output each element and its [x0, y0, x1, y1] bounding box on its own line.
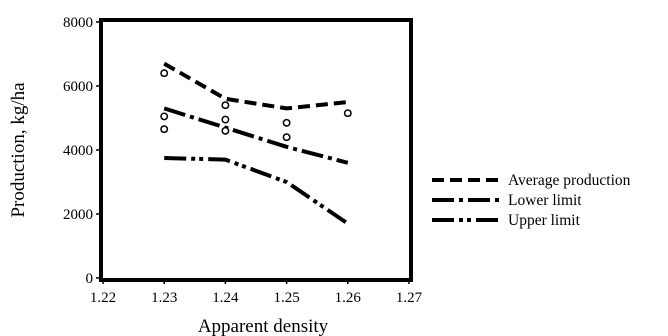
x-tick-label: 1.26: [335, 290, 362, 306]
observed-point: [221, 126, 230, 135]
y-tick-label: 8000: [63, 15, 93, 31]
observed-points: [160, 69, 352, 142]
legend-label-2: Lower limit: [508, 192, 582, 209]
observed-point: [221, 115, 230, 124]
x-tick-label: 1.23: [151, 290, 177, 306]
observed-point: [343, 109, 352, 118]
observed-point: [282, 118, 291, 127]
observed-point: [160, 125, 169, 134]
x-axis-title: Apparent density: [198, 316, 329, 336]
plot-frame: [99, 18, 413, 282]
observed-point: [160, 69, 169, 78]
x-tick-label: 1.22: [90, 290, 116, 306]
series-line-1: [163, 61, 349, 111]
y-tick-label: 2000: [63, 207, 93, 223]
observed-point: [282, 133, 291, 142]
series-lines: [163, 61, 349, 226]
legend-label-1: Average production: [508, 172, 631, 189]
series-line-3: [164, 156, 349, 226]
x-tick-label: 1.24: [212, 290, 239, 306]
observed-point: [160, 112, 169, 121]
legend-label-3: Upper limit: [508, 212, 581, 229]
x-tick-label: 1.27: [396, 290, 423, 306]
y-tick-label: 6000: [63, 79, 93, 95]
legend: Average production Lower limit Upper limit: [432, 172, 631, 229]
x-tick-label: 1.25: [273, 290, 299, 306]
y-axis-title: Production, kg/ha: [8, 82, 29, 218]
y-tick-label: 0: [86, 271, 94, 287]
y-tick-label: 4000: [63, 143, 93, 159]
axis-ticks: 1.22 1.23 1.24 1.25 1.26 1.27 0 2000 4000 6000 800…: [63, 15, 423, 306]
observed-point: [221, 101, 230, 110]
series-line-2: [163, 106, 349, 165]
